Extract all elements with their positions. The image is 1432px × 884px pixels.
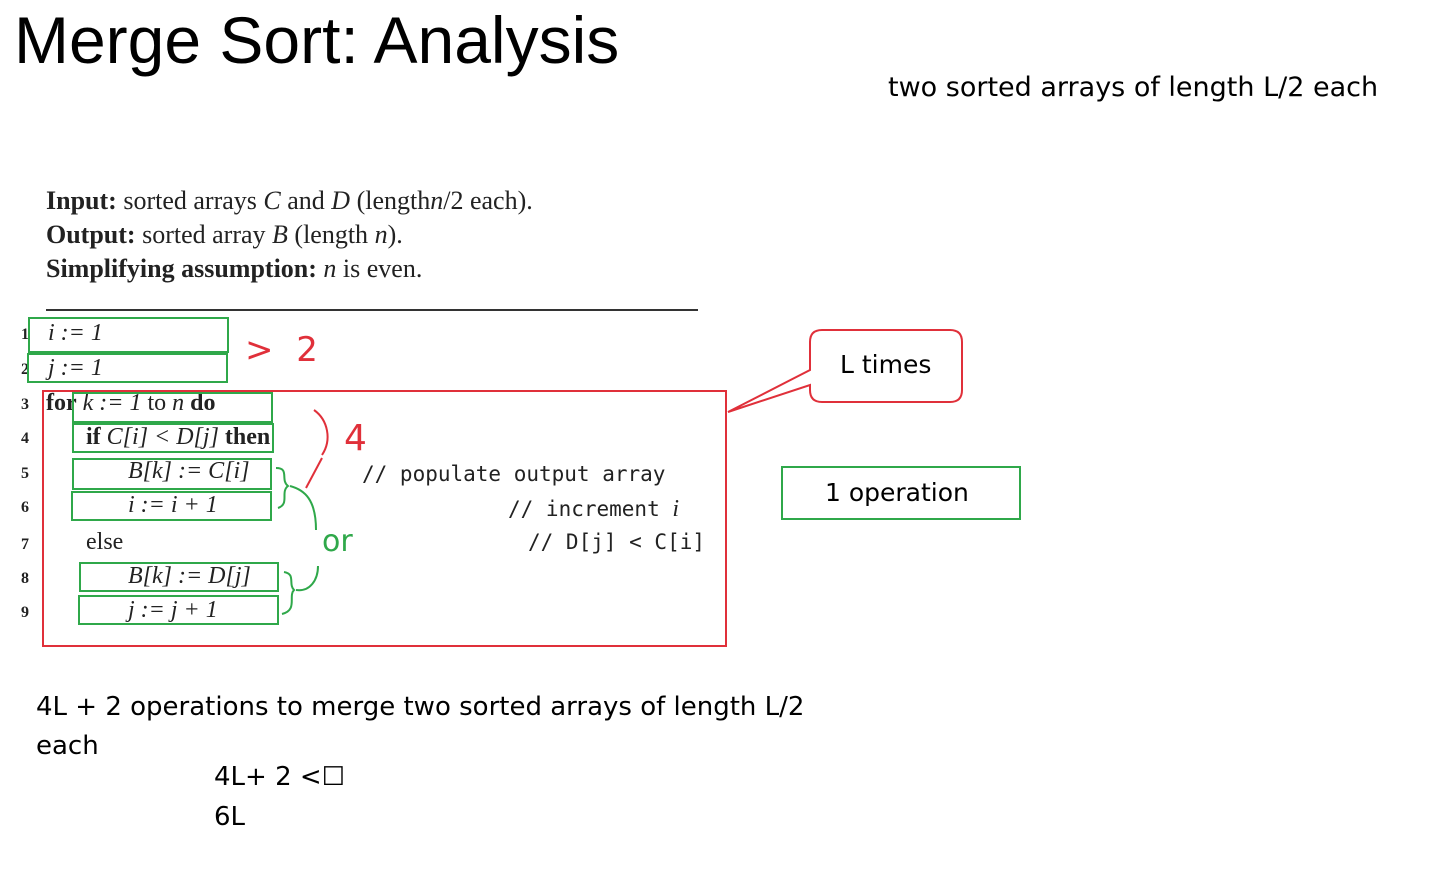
loop-red-box <box>42 390 727 647</box>
green-box-line4 <box>72 423 274 453</box>
green-box-line8 <box>79 562 279 592</box>
code-line-3: for k := 1 to n do <box>46 390 216 416</box>
comment-increment: // increment i <box>508 496 680 522</box>
inequality-block: 4L+ 2 <☐ 6L <box>214 757 345 837</box>
code-line-8: B[k] := D[j] <box>128 563 251 589</box>
line-number: 4 <box>21 430 29 447</box>
red-slash-stroke <box>305 457 323 489</box>
code-line-4: if C[i] < D[j] then <box>86 424 271 450</box>
line-number: 3 <box>21 396 29 413</box>
spec-block: Input: sorted arrays C and D (lengthn/2 … <box>46 184 533 286</box>
green-brace-upper <box>275 467 290 509</box>
line-number: 8 <box>21 570 29 587</box>
line-number: 1 <box>21 326 29 343</box>
green-box-line5 <box>72 458 272 490</box>
annotation-gt-two: > 2 <box>245 330 324 370</box>
summary-block: 4L + 2 operations to merge two sorted ar… <box>36 688 804 766</box>
comment-populate: // populate output array <box>362 462 666 486</box>
code-line-2: j := 1 <box>48 355 103 381</box>
code-line-9: j := j + 1 <box>128 597 218 623</box>
inequality-line-2: 6L <box>214 802 246 832</box>
code-line-7: else <box>86 529 124 555</box>
divider-rule <box>46 309 698 311</box>
input-line: Input: sorted arrays C and D (lengthn/2 … <box>46 186 533 215</box>
code-line-6: i := i + 1 <box>128 492 218 518</box>
annotation-four: 4 <box>344 418 367 459</box>
line-number: 6 <box>21 499 29 516</box>
line-number: 9 <box>21 604 29 621</box>
green-box-line3 <box>72 392 273 423</box>
inequality-line-1: 4L+ 2 <☐ <box>214 762 345 792</box>
green-brace-lower <box>281 571 296 615</box>
green-connector-upper <box>289 485 317 531</box>
green-box-line2 <box>27 353 228 383</box>
green-box-line9 <box>78 595 279 625</box>
green-connector-lower <box>295 565 319 592</box>
green-box-line6 <box>71 491 272 521</box>
line-number: 2 <box>21 361 29 378</box>
code-line-5: B[k] := C[i] <box>128 458 250 484</box>
red-bracket-stroke <box>313 409 329 456</box>
one-operation-box <box>781 466 1021 520</box>
top-note: two sorted arrays of length L/2 each <box>888 72 1379 103</box>
one-operation-label: 1 operation <box>825 478 969 507</box>
summary-line-1: 4L + 2 operations to merge two sorted ar… <box>36 692 805 722</box>
output-line: Output: sorted array B (length n). <box>46 220 403 249</box>
line-number: 7 <box>21 536 29 553</box>
summary-line-2: each <box>36 731 99 761</box>
annotation-or: or <box>322 524 353 559</box>
line-number: 5 <box>21 465 29 482</box>
l-times-callout: L times <box>840 350 932 379</box>
page-title: Merge Sort: Analysis <box>14 3 620 77</box>
code-line-1: i := 1 <box>48 320 103 346</box>
green-box-line1 <box>28 317 229 353</box>
comment-else: // D[j] < C[i] <box>528 530 706 554</box>
l-times-callout-shape <box>727 329 963 413</box>
assumption-line: Simplifying assumption: n is even. <box>46 254 423 283</box>
